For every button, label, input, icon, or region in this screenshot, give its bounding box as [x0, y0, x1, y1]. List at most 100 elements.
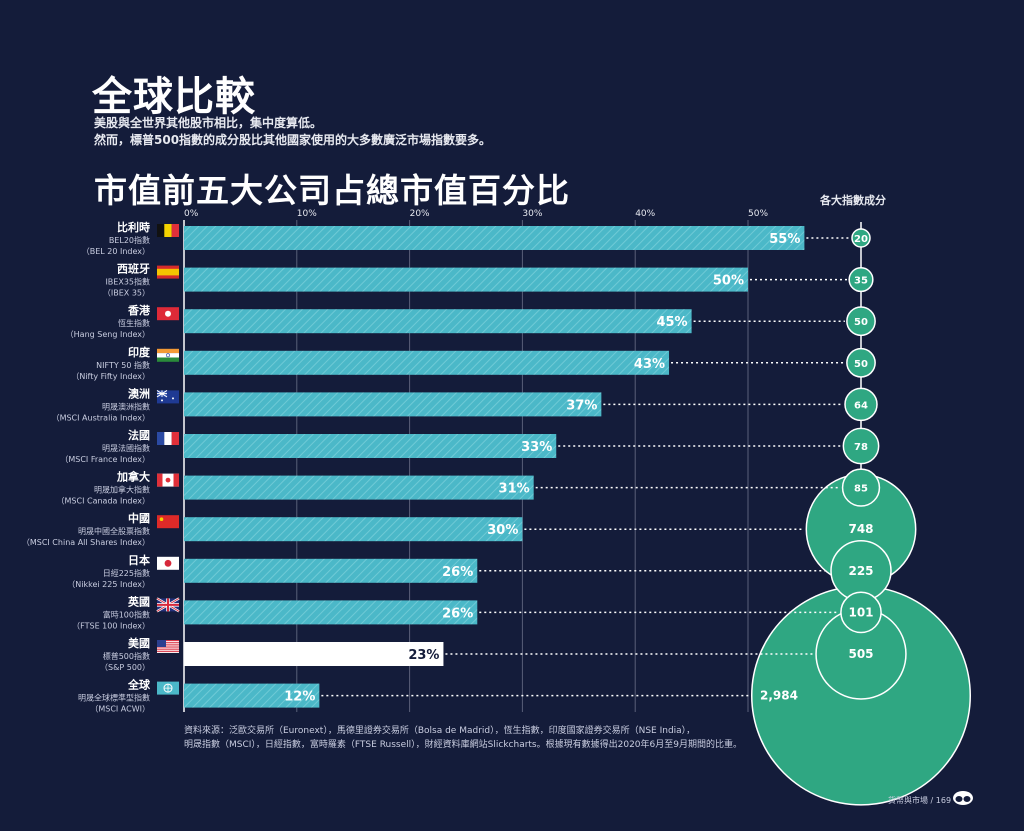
constituents-label: 50: [854, 317, 868, 328]
footer-separator: /: [930, 796, 934, 805]
country-name: 全球: [127, 678, 151, 692]
flag-part: [173, 473, 179, 487]
x-tick-label: 0%: [184, 209, 199, 219]
bar-china: [184, 517, 523, 542]
flag-part: [157, 640, 179, 641]
bar-usa: [184, 642, 444, 666]
constituents-label: 505: [848, 647, 873, 661]
flag-part: [157, 598, 179, 612]
flag-part: [165, 310, 171, 317]
bar-value-label: 43%: [634, 357, 665, 372]
country-name: 法國: [128, 428, 150, 442]
constituents-bubble: [846, 347, 876, 378]
index-name-en: （Hang Seng Index）: [66, 330, 150, 339]
canada-flag-icon: [157, 473, 179, 487]
x-tick-label: 30%: [522, 209, 542, 219]
constituents-label: 85: [854, 484, 868, 495]
bar-uk: [184, 600, 478, 625]
flag-part: [164, 684, 172, 693]
bar-value-label: 45%: [656, 315, 687, 330]
country-name: 澳洲: [128, 386, 150, 400]
index-name-zh: 富時100指數: [103, 609, 150, 619]
constituents-label: 225: [848, 564, 873, 578]
subtitle-line-1: 美股與全世界其他股市相比，集中度算低。: [94, 116, 323, 130]
index-name-en: （MSCI France Index）: [60, 455, 150, 464]
footer-page-number: 169: [935, 796, 952, 805]
bar-canada: [184, 475, 534, 500]
flag-part: [157, 268, 179, 276]
index-name-zh: NIFTY 50 指數: [96, 360, 150, 370]
constituents-label: 35: [854, 276, 868, 287]
index-name-zh: IBEX35指數: [105, 277, 150, 287]
constituents-label: 20: [854, 234, 868, 245]
bar-hong-kong: [184, 309, 692, 334]
chart-title: 市值前五大公司占總市值百分比: [94, 171, 570, 210]
bar-globe: [184, 683, 320, 708]
bar-india: [184, 350, 670, 375]
x-tick-label: 20%: [410, 209, 430, 219]
bubble-column-header: 各大指數成分: [820, 194, 886, 207]
flag-part: [166, 353, 170, 358]
source-note: 資料來源：泛歐交易所（Euronext），馬德里證券交易所（Bolsa de M…: [184, 724, 742, 752]
index-name-en: （MSCI Australia Index）: [52, 413, 150, 422]
bar-australia: [184, 392, 602, 417]
flag-part: [159, 517, 164, 521]
uk-flag-icon: [156, 597, 180, 613]
country-name: 加拿大: [116, 470, 150, 484]
index-name-en: （MSCI ACWI）: [90, 705, 150, 714]
index-name-en: （IBEX 35）: [103, 289, 150, 298]
flag-part: [157, 357, 179, 362]
x-tick-label: 50%: [748, 209, 768, 219]
country-name: 中國: [128, 511, 150, 525]
flag-part: [157, 224, 165, 237]
country-name: 西班牙: [117, 262, 150, 276]
bar-value-label: 30%: [487, 523, 518, 538]
index-name-en: （Nifty Fifty Index）: [71, 372, 150, 381]
flag-part: [157, 649, 179, 651]
constituents-bubble: [841, 468, 881, 507]
bar-spain: [184, 267, 748, 292]
constituents-bubble: [840, 591, 882, 634]
china-flag-icon: [157, 515, 179, 529]
constituents-label: 2,984: [760, 689, 798, 703]
flag-part: [171, 224, 179, 237]
country-name: 香港: [127, 303, 151, 317]
flag-part: [157, 348, 179, 354]
bar-japan: [184, 558, 478, 583]
country-name: 英國: [127, 594, 150, 608]
constituents-bubble: [851, 228, 871, 248]
flag-part: [157, 643, 179, 645]
index-name-zh: 明晟全球標準型指數: [78, 693, 150, 703]
index-name-zh: 恆生指數: [118, 318, 150, 328]
index-name-zh: 明晟中國全股票指數: [78, 526, 150, 536]
flag-part: [157, 651, 179, 653]
flag-part: [157, 647, 179, 649]
country-name: 美國: [128, 636, 150, 650]
flag-part: [164, 559, 172, 567]
bar-value-label: 26%: [442, 565, 473, 580]
constituents-label: 101: [848, 605, 873, 619]
source-line-1: 資料來源：泛歐交易所（Euronext），馬德里證券交易所（Bolsa de M…: [184, 726, 696, 736]
flag-part: [157, 645, 179, 647]
bar-value-label: 23%: [408, 648, 439, 663]
india-flag-icon: [157, 348, 179, 362]
constituents-label: 78: [854, 442, 868, 453]
flag-part: [164, 224, 172, 237]
index-name-zh: 明晟澳洲指數: [102, 401, 150, 411]
index-name-zh: 標普500指數: [103, 651, 150, 661]
index-name-en: （S&P 500）: [100, 663, 150, 672]
x-tick-label: 10%: [297, 209, 317, 219]
source-line-2: 明晟指數（MSCI），日經指數，富時羅素（FTSE Russell），財經資料庫…: [184, 740, 742, 750]
hong-kong-flag-icon: [157, 307, 179, 321]
australia-flag-icon: [156, 389, 179, 404]
flag-part: [156, 389, 168, 398]
index-name-en: （MSCI Canada Index）: [57, 497, 150, 506]
subtitle-line-2: 然而，標普500指數的成分股比其他國家使用的大多數廣泛市場指數要多。: [94, 133, 492, 147]
flag-part: [172, 397, 174, 400]
country-name: 日本: [128, 553, 150, 567]
flag-part: [157, 432, 165, 445]
bar-value-label: 12%: [284, 690, 315, 705]
index-name-en: （Nikkei 225 Index）: [67, 580, 150, 589]
constituents-label: 50: [854, 359, 868, 370]
constituents-bubble: [842, 427, 880, 465]
